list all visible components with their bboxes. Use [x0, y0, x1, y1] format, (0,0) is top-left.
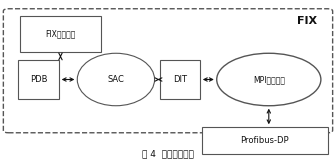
Ellipse shape	[77, 53, 155, 106]
Text: DIT: DIT	[173, 75, 187, 84]
FancyBboxPatch shape	[18, 60, 59, 99]
Text: Profibus-DP: Profibus-DP	[240, 136, 289, 145]
Text: SAC: SAC	[108, 75, 124, 84]
Text: PDB: PDB	[30, 75, 47, 84]
Text: FIX应用程序: FIX应用程序	[45, 30, 76, 39]
Ellipse shape	[217, 53, 321, 106]
FancyBboxPatch shape	[202, 127, 328, 154]
FancyBboxPatch shape	[20, 16, 101, 52]
FancyBboxPatch shape	[160, 60, 200, 99]
Text: MPI驱动程序: MPI驱动程序	[253, 75, 285, 84]
Text: FIX: FIX	[297, 16, 318, 26]
Text: 图 4  数据采集流程: 图 4 数据采集流程	[142, 149, 194, 158]
